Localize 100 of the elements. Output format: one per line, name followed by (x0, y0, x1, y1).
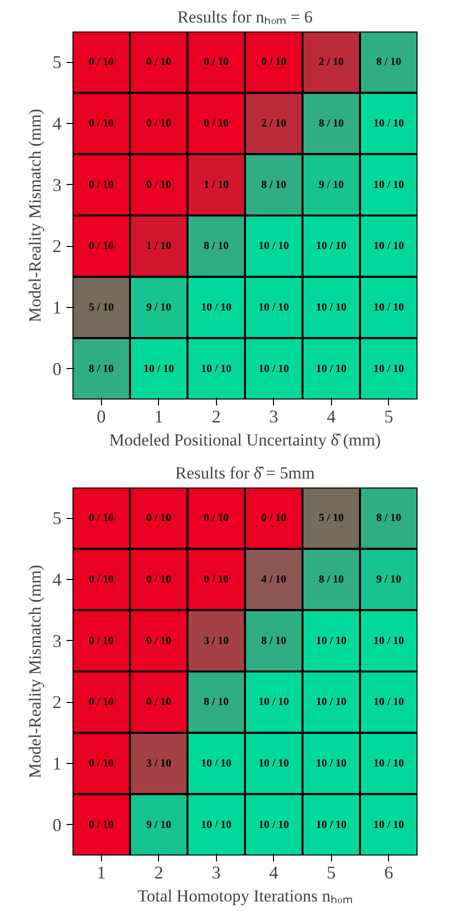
data-label: 10 / 10 (258, 758, 290, 770)
data-label: 0 / 10 (146, 118, 172, 130)
x-tick-label: 3 (212, 862, 221, 882)
data-label: 5 / 10 (318, 512, 344, 524)
y-tick-label: 4 (52, 114, 62, 134)
data-label: 4 / 10 (261, 574, 287, 586)
data-label: 0 / 10 (204, 118, 230, 130)
x-tick-label: 3 (269, 406, 278, 426)
x-axis-title: Modeled Positional Uncertainty δ̂ (mm) (109, 430, 381, 450)
data-label: 8 / 10 (204, 696, 230, 708)
data-label: 9 / 10 (376, 574, 402, 586)
y-tick-label: 3 (52, 174, 62, 195)
data-label: 5 / 10 (88, 302, 114, 314)
data-label: 8 / 10 (376, 512, 402, 524)
data-label: 0 / 10 (88, 758, 114, 770)
data-label: 10 / 10 (316, 634, 348, 647)
data-label: 8 / 10 (204, 240, 230, 252)
data-label: 8 / 10 (318, 118, 344, 130)
data-label: 0 / 10 (88, 696, 114, 708)
y-tick-label: 2 (52, 236, 62, 256)
x-tick-label: 6 (384, 862, 394, 882)
data-label: 10 / 10 (316, 758, 348, 770)
data-label: 3 / 10 (204, 634, 230, 647)
data-label: 10 / 10 (143, 362, 175, 375)
x-tick-label: 2 (212, 406, 221, 426)
data-label: 10 / 10 (258, 696, 290, 708)
data-label: 10 / 10 (200, 818, 232, 831)
data-label: 0 / 10 (88, 178, 114, 191)
data-label: 8 / 10 (261, 178, 287, 191)
data-label: 10 / 10 (316, 302, 348, 314)
data-label: 0 / 10 (88, 818, 114, 831)
data-label: 0 / 10 (88, 56, 114, 68)
y-axis-title: Model-Reality Mismatch (mm) (26, 564, 44, 778)
data-label: 10 / 10 (316, 696, 348, 708)
data-label: 0 / 10 (146, 696, 172, 708)
data-label: 8 / 10 (376, 56, 402, 68)
data-label: 8 / 10 (318, 574, 344, 586)
data-label: 0 / 10 (204, 56, 230, 68)
data-label: 0 / 10 (88, 512, 114, 524)
data-label: 1 / 10 (146, 240, 172, 252)
data-label: 10 / 10 (258, 240, 290, 252)
y-tick-label: 1 (52, 754, 62, 774)
y-axis-title: Model-Reality Mismatch (mm) (26, 108, 44, 322)
chart-title: Results for δ̂ = 5mm (175, 464, 315, 482)
y-tick-label: 3 (52, 630, 62, 651)
data-label: 0 / 10 (88, 118, 114, 130)
data-label: 10 / 10 (316, 818, 348, 831)
data-label: 10 / 10 (373, 302, 405, 314)
data-label: 2 / 10 (261, 118, 287, 130)
data-label: 0 / 10 (146, 56, 172, 68)
y-tick-label: 1 (52, 298, 62, 318)
x-tick-label: 0 (96, 406, 106, 426)
data-label: 10 / 10 (200, 362, 232, 375)
x-tick-label: 2 (154, 862, 164, 882)
data-label: 0 / 10 (146, 512, 172, 524)
x-tick-label: 4 (326, 406, 336, 426)
data-label: 0 / 10 (146, 634, 172, 647)
y-tick-label: 5 (52, 52, 62, 72)
data-label: 10 / 10 (200, 302, 232, 314)
data-label: 9 / 10 (146, 818, 172, 831)
data-label: 2 / 10 (318, 56, 344, 68)
data-label: 10 / 10 (373, 634, 405, 647)
y-tick-label: 5 (52, 508, 62, 528)
y-tick-label: 0 (52, 358, 62, 379)
data-label: 0 / 10 (204, 574, 230, 586)
data-label: 0 / 10 (146, 178, 172, 191)
x-tick-label: 1 (154, 406, 164, 426)
data-label: 0 / 10 (88, 634, 114, 647)
data-label: 0 / 10 (204, 512, 230, 524)
x-tick-label: 1 (96, 862, 106, 882)
data-label: 0 / 10 (261, 512, 287, 524)
data-label: 10 / 10 (258, 362, 290, 375)
data-label: 1 / 10 (204, 178, 230, 191)
data-label: 10 / 10 (258, 818, 290, 831)
y-tick-label: 4 (52, 570, 62, 590)
data-label: 10 / 10 (258, 302, 290, 314)
x-tick-label: 5 (326, 862, 336, 882)
data-label: 10 / 10 (373, 818, 405, 831)
data-label: 10 / 10 (316, 362, 348, 375)
data-label: 9 / 10 (146, 302, 172, 314)
data-label: 10 / 10 (373, 758, 405, 770)
data-label: 8 / 10 (261, 634, 287, 647)
data-label: 10 / 10 (200, 758, 232, 770)
x-tick-label: 4 (269, 862, 278, 882)
data-label: 0 / 10 (261, 56, 287, 68)
data-label: 9 / 10 (318, 178, 344, 191)
data-label: 10 / 10 (373, 696, 405, 708)
data-label: 10 / 10 (373, 240, 405, 252)
data-label: 10 / 10 (316, 240, 348, 252)
data-label: 0 / 10 (88, 240, 114, 252)
y-tick-label: 0 (52, 814, 62, 835)
data-label: 3 / 10 (146, 758, 172, 770)
data-label: 8 / 10 (88, 362, 114, 375)
y-tick-label: 2 (52, 692, 62, 712)
data-label: 10 / 10 (373, 362, 405, 375)
data-label: 10 / 10 (373, 178, 405, 191)
data-label: 0 / 10 (146, 574, 172, 586)
data-label: 10 / 10 (373, 118, 405, 130)
chart-title: Results for nₕₒₘ = 6 (177, 8, 313, 26)
data-label: 0 / 10 (88, 574, 114, 586)
